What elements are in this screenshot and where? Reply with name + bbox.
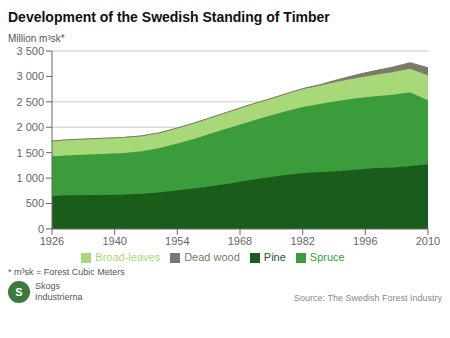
html-text:Development of the Swedish Sta: Development of the Swedish Standing of T… <box>8 9 330 25</box>
svg-text:2 000: 2 000 <box>16 121 44 133</box>
html-text:Spruce: Spruce <box>309 250 345 263</box>
svg-text:0: 0 <box>38 223 44 235</box>
html-text:* m³sk = Forest Cubic Meters: * m³sk = Forest Cubic Meters <box>8 267 125 277</box>
svg-text:1996: 1996 <box>353 235 377 247</box>
svg-text:1982: 1982 <box>290 235 314 247</box>
html-text:Dead wood: Dead wood <box>184 250 240 263</box>
svg-text:2010: 2010 <box>416 235 440 247</box>
html-text:Pine: Pine <box>263 250 286 263</box>
svg-text:500: 500 <box>26 197 44 209</box>
svg-text:1954: 1954 <box>165 235 189 247</box>
svg-text:1926: 1926 <box>40 235 64 247</box>
svg-text:2 500: 2 500 <box>16 96 44 108</box>
svg-text:1 000: 1 000 <box>16 172 44 184</box>
svg-text:1968: 1968 <box>228 235 252 247</box>
html-text:Million m³sk*: Million m³sk* <box>8 33 65 44</box>
svg-text:1940: 1940 <box>102 235 126 247</box>
html-text:Source: The Swedish Forest Ind: Source: The Swedish Forest Industry <box>294 293 442 303</box>
svg-text:3 500: 3 500 <box>16 45 44 57</box>
html-text:Broad-leaves: Broad-leaves <box>95 250 161 263</box>
html-text:Skogs Industrierna: Skogs Industrierna <box>35 281 83 302</box>
svg-text:1 500: 1 500 <box>16 147 44 159</box>
html-text:S: S <box>15 286 23 298</box>
svg-text:3 000: 3 000 <box>16 70 44 82</box>
